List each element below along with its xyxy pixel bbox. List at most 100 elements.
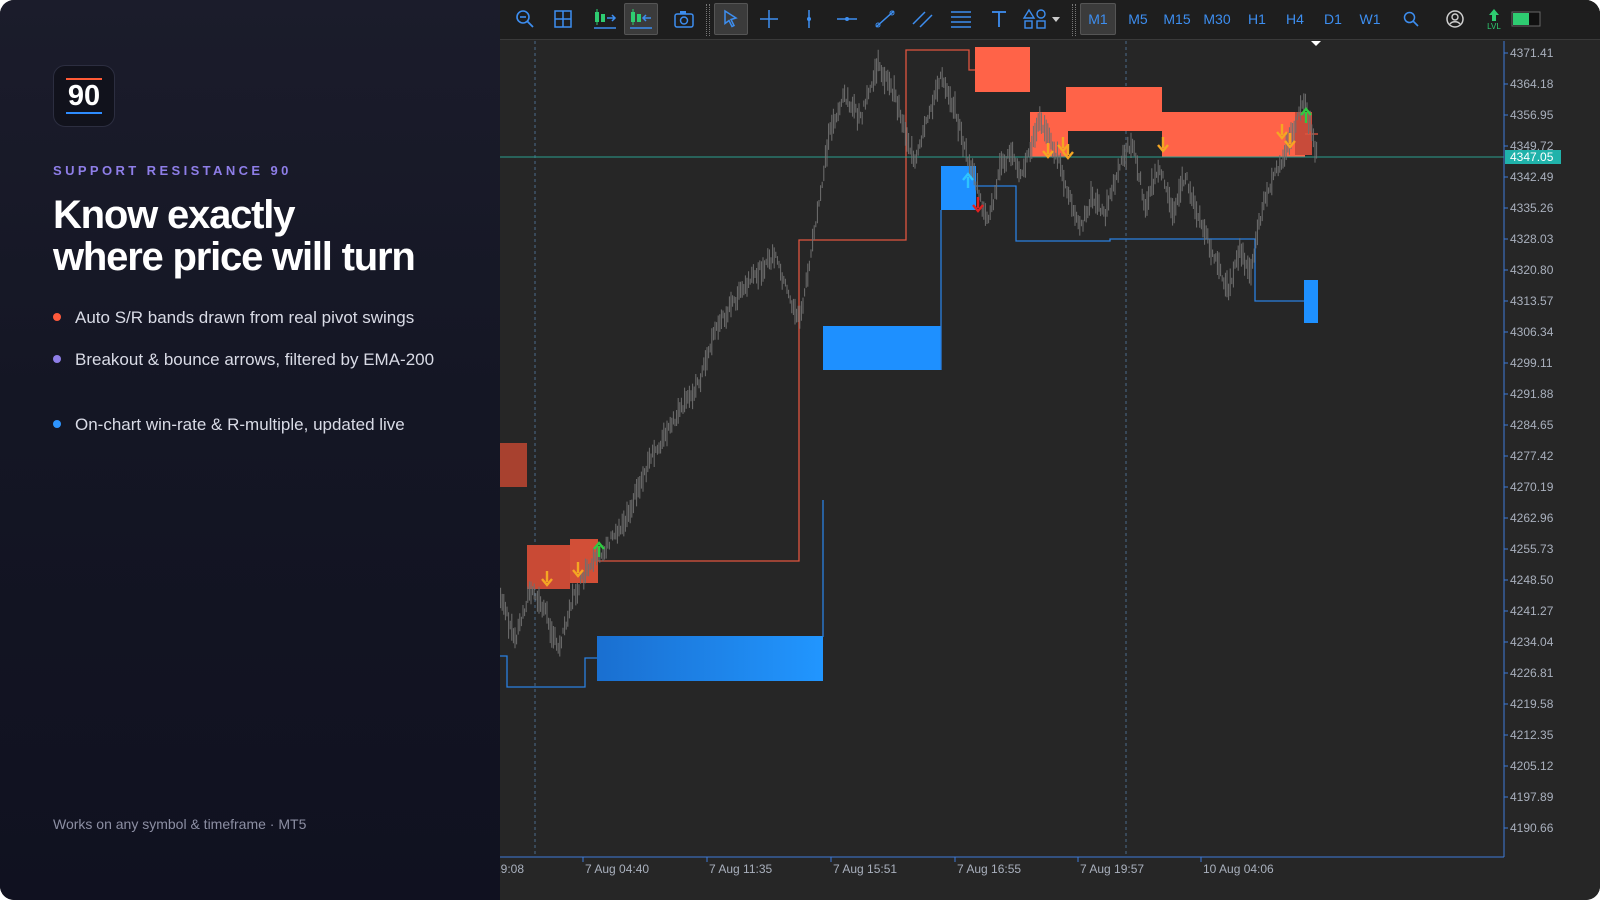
price-tick-label: 4313.57	[1510, 294, 1554, 308]
fibonacci-icon[interactable]	[946, 3, 976, 35]
price-bars	[500, 49, 1318, 657]
plot-area	[500, 41, 1504, 857]
chart-window: M1 M5 M15 M30 H1 H4 D1 W1 LVL	[500, 0, 1600, 900]
resistance-band	[1295, 112, 1312, 155]
price-tick: 4270.19	[1504, 480, 1554, 494]
price-tick-label: 4219.58	[1510, 697, 1554, 711]
account-icon[interactable]	[1440, 3, 1470, 35]
price-tick-label: 4241.27	[1510, 604, 1554, 618]
headline-line-2: where price will turn	[53, 235, 416, 279]
resistance-band	[1066, 87, 1162, 131]
price-axis: 4371.41 4364.18 4356.95 4349.72 4342.49 4335.…	[1504, 46, 1561, 835]
price-tick: 4328.03	[1504, 232, 1554, 246]
timeframe-w1[interactable]: W1	[1359, 11, 1381, 27]
feature-text: Auto S/R bands drawn from real pivot swi…	[75, 308, 415, 327]
price-tick: 4291.88	[1504, 387, 1554, 401]
price-tick: 4306.34	[1504, 325, 1554, 339]
price-tick-label: 4364.18	[1510, 77, 1554, 91]
bounce-arrow-up-icon	[962, 172, 974, 188]
screenshot-icon[interactable]	[668, 3, 700, 35]
price-tick: 4349.72	[1504, 139, 1554, 153]
channel-icon[interactable]	[908, 3, 938, 35]
time-tick: 10 Aug 04:06	[1200, 857, 1274, 876]
time-tick: 7 Aug 04:40	[582, 857, 649, 876]
timeframe-m5[interactable]: M5	[1128, 11, 1148, 27]
price-tick: 4335.26	[1504, 201, 1554, 215]
price-tick-label: 4277.42	[1510, 449, 1554, 463]
eyebrow-label: SUPPORT RESISTANCE 90	[53, 163, 292, 178]
chart-toolbar: M1 M5 M15 M30 H1 H4 D1 W1 LVL	[500, 0, 1600, 40]
price-tick-label: 4270.19	[1510, 480, 1554, 494]
price-tick-label: 4234.04	[1510, 635, 1554, 649]
price-tick: 4364.18	[1504, 77, 1554, 91]
footer-note: Works on any symbol & timeframe · MT5	[53, 816, 307, 832]
price-tick: 4248.50	[1504, 573, 1554, 587]
price-tick-label: 4371.41	[1510, 46, 1554, 60]
price-tick-label: 4291.88	[1510, 387, 1554, 401]
price-tick: 4197.89	[1504, 790, 1554, 804]
price-tick: 4313.57	[1504, 294, 1554, 308]
chart-grid	[500, 41, 1505, 858]
time-tick-label: 7 Aug 19:57	[1080, 862, 1144, 876]
price-tick-label: 4342.49	[1510, 170, 1554, 184]
time-tick: 7 Aug 16:55	[954, 857, 1021, 876]
resistance-band	[500, 443, 527, 487]
price-tick: 4212.35	[1504, 728, 1554, 742]
cursor-icon[interactable]	[714, 3, 748, 35]
feature-bullet-blue	[53, 420, 61, 428]
price-tick: 4241.27	[1504, 604, 1554, 618]
toolbar-separator	[1072, 4, 1076, 36]
feature-text: Breakout & bounce arrows, filtered by EM…	[75, 350, 435, 369]
chart-shift-icon[interactable]	[588, 3, 622, 35]
text-tool-icon[interactable]	[986, 3, 1012, 35]
price-tick-label: 4284.65	[1510, 418, 1554, 432]
price-tick-label: 4212.35	[1510, 728, 1554, 742]
bounce-arrow-down-icon	[1284, 133, 1296, 149]
timeframe-d1[interactable]: D1	[1324, 11, 1342, 27]
connection-status-icon[interactable]	[1510, 3, 1542, 35]
bounce-arrow-down-icon	[1062, 144, 1074, 160]
time-tick: 7 Aug 19:57	[1077, 857, 1144, 876]
timeframe-h1[interactable]: H1	[1248, 11, 1266, 27]
vertical-line-icon[interactable]	[796, 3, 822, 35]
timeframe-m15[interactable]: M15	[1163, 11, 1191, 27]
timeframe-m30[interactable]: M30	[1203, 11, 1231, 27]
autoscroll-icon[interactable]	[624, 3, 658, 35]
price-tick: 4356.95	[1504, 108, 1554, 122]
logo-number: 90	[67, 80, 101, 112]
price-tick: 4262.96	[1504, 511, 1554, 525]
promo-panel: 90 SUPPORT RESISTANCE 90 Know exactly wh…	[0, 0, 500, 900]
price-tick-label: 4328.03	[1510, 232, 1554, 246]
timeframe-h4[interactable]: H4	[1286, 11, 1304, 27]
price-tick: 4190.66	[1504, 821, 1554, 835]
price-tick: 4342.49	[1504, 170, 1554, 184]
price-tick: 4219.58	[1504, 697, 1554, 711]
support-band	[597, 636, 823, 681]
feature-bullet-purple	[53, 355, 61, 363]
level-icon[interactable]: LVL	[1482, 3, 1506, 35]
price-tick: 4284.65	[1504, 418, 1554, 432]
feature-bullet-red	[53, 313, 61, 321]
crosshair-icon[interactable]	[754, 3, 784, 35]
resistance-band	[975, 47, 1030, 92]
time-tick-label: 7 Aug 15:51	[833, 862, 897, 876]
support-line	[500, 655, 597, 688]
search-icon[interactable]	[1396, 3, 1426, 35]
price-tick-label: 4349.72	[1510, 139, 1554, 153]
timeframe-m1[interactable]: M1	[1080, 3, 1116, 35]
price-chart[interactable]: 4371.41 4364.18 4356.95 4349.72 4342.49 4335.…	[500, 41, 1600, 900]
trendline-icon[interactable]	[870, 3, 900, 35]
time-tick-label: 7 Aug 16:55	[957, 862, 1021, 876]
grid-icon[interactable]	[548, 3, 578, 35]
price-tick: 4320.80	[1504, 263, 1554, 277]
toolbar-separator	[706, 4, 710, 36]
price-tick: 4205.12	[1504, 759, 1554, 773]
logo-resistance-bar	[66, 78, 102, 80]
price-tick-label: 4335.26	[1510, 201, 1554, 215]
horizontal-line-icon[interactable]	[832, 3, 862, 35]
zoom-out-icon[interactable]	[510, 3, 540, 35]
bounce-arrow-down-icon	[1276, 124, 1288, 140]
shapes-icon[interactable]	[1020, 3, 1064, 35]
headline-line-1: Know exactly	[53, 193, 295, 237]
